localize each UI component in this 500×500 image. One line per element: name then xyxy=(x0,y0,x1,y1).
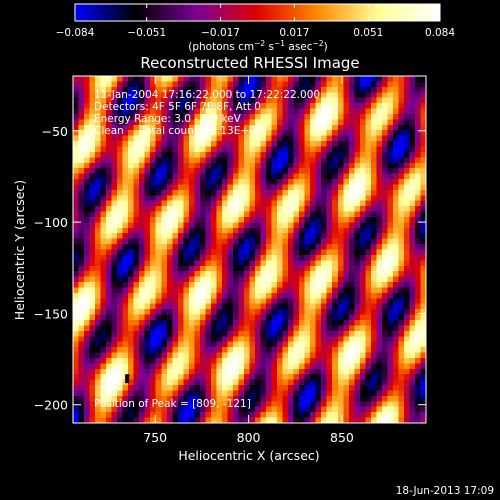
peak-marker xyxy=(364,386,369,396)
colorbar-tick-label: −0.084 xyxy=(56,27,95,39)
colorbar-tick-label: 0.017 xyxy=(279,27,309,39)
colorbar-frame xyxy=(74,3,441,22)
heatmap-image xyxy=(73,76,426,423)
x-axis-label: Heliocentric X (arcsec) xyxy=(178,448,319,463)
plot-frame xyxy=(72,75,427,424)
colorbar-tick-label: −0.051 xyxy=(127,27,166,39)
y-tick-label: −50 xyxy=(42,124,68,139)
x-tick-label: 750 xyxy=(143,430,167,445)
annotation-time-range: 11-Jan-2004 17:16:22.000 to 17:22:22.000 xyxy=(94,89,320,101)
colorbar-gradient xyxy=(75,4,440,21)
peak-position-label: Position of Peak = [809, -121] xyxy=(94,398,251,410)
annotation-block: 11-Jan-2004 17:16:22.000 to 17:22:22.000… xyxy=(94,89,320,137)
chart-title: Reconstructed RHESSI Image xyxy=(140,54,359,72)
annotation-energy-range: Energy Range: 3.0 - 6.0 keV xyxy=(94,113,242,125)
footer-timestamp: 18-Jun-2013 17:09 xyxy=(396,485,494,497)
colorbar-tick-label: −0.017 xyxy=(201,27,240,39)
y-axis-label: Heliocentric Y (arcsec) xyxy=(12,180,27,320)
y-tick-label: −150 xyxy=(34,306,68,321)
x-tick-label: 850 xyxy=(330,430,354,445)
x-tick-label: 800 xyxy=(237,430,261,445)
colorbar-unit-label: (photons cm−2 s−1 asec−2) xyxy=(188,39,327,53)
annotation-detectors: Detectors: 4F 5F 6F 7F 8F, Att 0 xyxy=(94,101,261,113)
y-tick-label: −200 xyxy=(34,398,68,413)
annotation-clean-counts: Clean Total counts: 1.13E+05 xyxy=(94,125,263,137)
colorbar: −0.084 −0.051 −0.017 0.017 0.051 0.084 (photo… xyxy=(56,3,455,53)
colorbar-tick-label: 0.051 xyxy=(353,27,383,39)
y-tick-label: −100 xyxy=(34,215,68,230)
heatmap xyxy=(73,76,426,423)
colorbar-tick-label: 0.084 xyxy=(425,27,455,39)
peak-marker xyxy=(125,374,130,384)
